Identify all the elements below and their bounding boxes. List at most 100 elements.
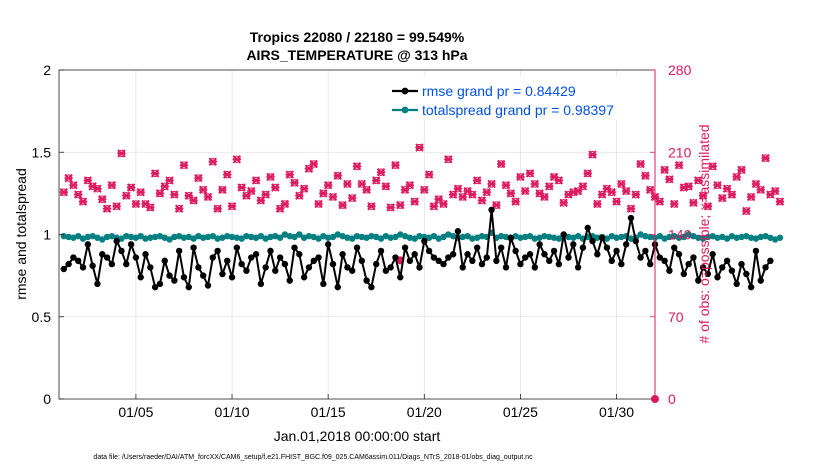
totalspread-point (646, 233, 654, 241)
totalspread-point (315, 235, 322, 242)
totalspread-point (406, 234, 414, 241)
totalspread-point (608, 232, 615, 240)
totalspread-point (368, 232, 375, 240)
rmse-point (401, 244, 409, 251)
rmse-point (84, 241, 92, 248)
rmse-point (767, 257, 774, 265)
series-layer (59, 143, 785, 403)
obs-count-point (78, 197, 88, 206)
chart-title-line1: Tropics 22080 / 22180 = 99.549% (250, 29, 465, 45)
obs-count-point (444, 155, 453, 164)
obs-count-point (381, 182, 391, 191)
rmse-point (618, 260, 625, 268)
totalspread-point (353, 232, 361, 240)
obs-count-point (506, 189, 516, 198)
y-left-tick-label: 1 (43, 227, 51, 243)
obs-count-point (179, 160, 189, 170)
rmse-point (310, 257, 317, 265)
obs-count-point (737, 165, 746, 175)
obs-count-point (583, 169, 592, 178)
obs-count-point (636, 159, 645, 169)
rmse-point (690, 254, 697, 261)
obs-count-point (112, 202, 121, 211)
obs-count-point (136, 187, 145, 197)
obs-count-point (626, 204, 636, 213)
obs-count-point (174, 204, 184, 213)
obs-count-point (189, 196, 198, 205)
totalspread-point (339, 232, 346, 240)
totalspread-point (363, 234, 370, 241)
totalspread-point (719, 233, 726, 241)
obs-count-point (617, 179, 626, 189)
obs-count-point (429, 202, 439, 211)
obs-count-point (665, 175, 674, 184)
obs-count-point (496, 159, 506, 169)
obs-count-point (155, 189, 165, 198)
chart-title-line2: AIRS_TEMPERATURE @ 313 hPa (246, 47, 467, 63)
axes-layer: 01/05 01/10 01/15 01/20 01/25 01/30 0 0.5 1 1.5 2 0… (32, 62, 692, 420)
obs-count-point (232, 155, 242, 164)
obs-count-point (468, 190, 477, 199)
rmse-point (406, 257, 414, 265)
obs-count-point (223, 170, 232, 179)
obs-count-point (165, 176, 174, 185)
totalspread-point (118, 235, 125, 242)
rmse-point (570, 241, 577, 248)
rmse-point (560, 231, 567, 238)
totalspread-point (185, 233, 192, 241)
rmse-point (132, 254, 140, 261)
obs-count-point (93, 184, 102, 193)
totalspread-point (397, 231, 404, 238)
obs-count-point (424, 170, 434, 179)
totalspread-point (747, 234, 755, 241)
totalspread-point (517, 234, 524, 241)
obs-count-point (208, 157, 218, 166)
x-tick-label: 01/15 (311, 404, 346, 420)
rmse-point (531, 264, 539, 271)
obs-count-point (122, 191, 131, 200)
obs-count-point (698, 191, 708, 200)
obs-count-point (338, 200, 347, 210)
totalspread-point (695, 234, 702, 241)
rmse-point (762, 264, 769, 271)
rmse-point (632, 237, 639, 245)
rmse-point (118, 247, 125, 255)
rmse-point (613, 247, 620, 255)
rmse-point (728, 267, 736, 274)
rmse-point (565, 254, 572, 261)
footnote: data file: /Users/raeder/DAI/ATM_forcXX/… (93, 454, 533, 461)
obs-count-point (333, 171, 342, 180)
rmse-point (387, 264, 394, 271)
rmse-point (180, 274, 188, 281)
rmse-point (252, 251, 260, 258)
rmse-point (622, 241, 630, 248)
rmse-point (276, 254, 284, 261)
rmse-point (546, 257, 553, 265)
obs-count-point (516, 172, 525, 182)
obs-count-point (146, 203, 155, 212)
obs-count-point (713, 180, 722, 190)
rmse-point (127, 241, 135, 248)
rmse-point (488, 206, 495, 214)
rmse-point (738, 260, 745, 268)
rmse-point (411, 251, 418, 258)
rmse-point (99, 251, 106, 258)
obs-count-point (641, 171, 650, 180)
totalspread-point (310, 233, 317, 241)
x-tick-label: 01/05 (118, 404, 153, 420)
totalspread-point (320, 232, 327, 240)
obs-count-point (386, 203, 395, 212)
obs-count-point (727, 190, 737, 199)
totalspread-point (147, 234, 154, 241)
y-left-tick-label: 1.5 (32, 144, 52, 160)
totalspread-point (344, 234, 351, 241)
totalspread-point (392, 233, 399, 241)
rmse-point (315, 254, 322, 261)
totalspread-point (89, 232, 96, 240)
rmse-point (348, 267, 356, 274)
rmse-point (589, 237, 596, 245)
totalspread-point (541, 232, 548, 240)
rmse-point (382, 267, 390, 274)
rmse-point (430, 254, 438, 261)
totalspread-point (757, 233, 764, 241)
